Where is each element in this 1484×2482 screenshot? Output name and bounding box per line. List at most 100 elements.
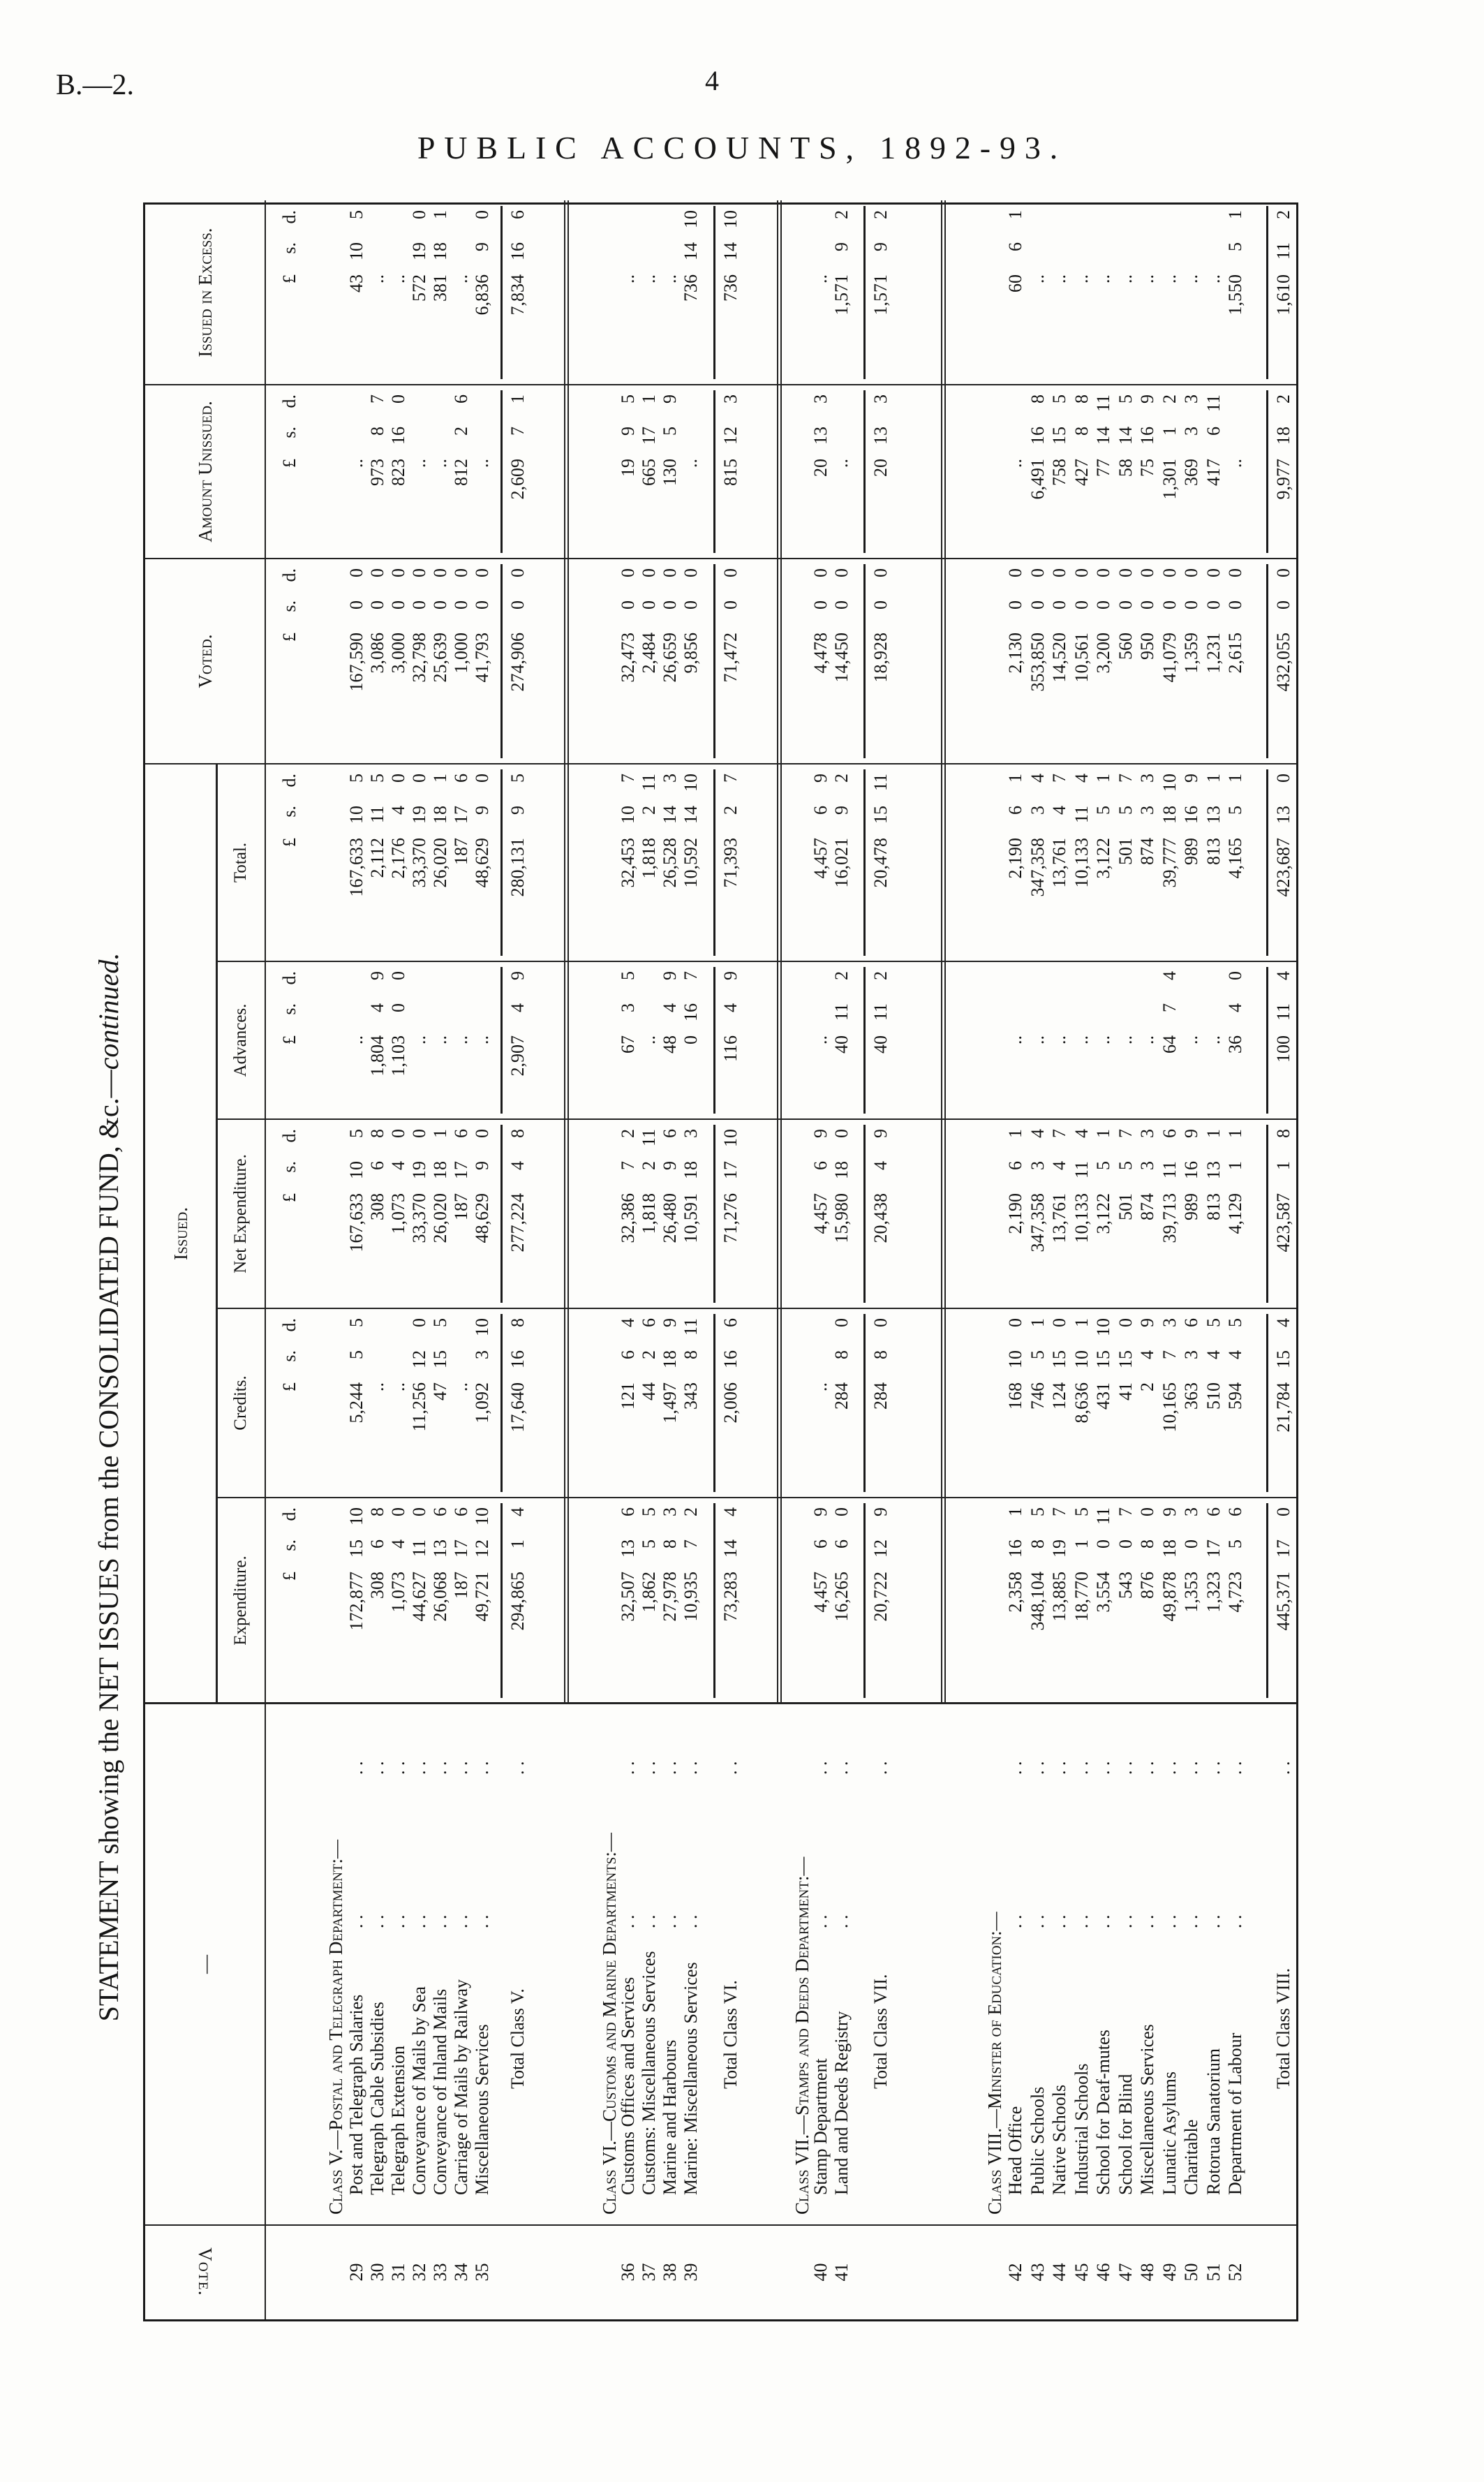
pence-value: 0	[831, 1507, 852, 1516]
shillings-value: 0	[831, 600, 852, 610]
vote-33-advances: ..	[430, 961, 451, 1119]
pence-value: 10	[681, 774, 701, 792]
dot-leader: . .	[1005, 1761, 1025, 1775]
shillings-value	[1115, 242, 1136, 274]
shillings-value: 0	[507, 600, 528, 610]
vote-51-expenditure: 1,323 17 6	[1203, 1498, 1224, 1704]
shillings-value: 4	[507, 1003, 528, 1012]
vote-description: Public Schools	[1027, 2086, 1048, 2195]
vote-34-expenditure: 187 17 6	[451, 1498, 472, 1704]
vote-description: Rotorua Sanatorium	[1203, 2048, 1224, 2195]
pounds-value: 10,591	[681, 1193, 701, 1243]
vote-34-issued-in-excess: ..	[451, 200, 472, 385]
pence-value: 3	[660, 1507, 680, 1516]
pence-value: 5	[346, 210, 366, 219]
pounds-value: ..	[1203, 1035, 1224, 1044]
shillings-value: 0	[1115, 1539, 1136, 1549]
vote-40-expenditure: 4,457 6 9	[810, 1498, 831, 1704]
pence-value: 8	[1027, 394, 1048, 404]
pounds-value: 1,301	[1159, 459, 1180, 500]
pounds-value: 10,592	[681, 838, 701, 888]
pence-value	[639, 961, 660, 1003]
vote-30-expenditure: 308 6 8	[367, 1498, 388, 1704]
pence-value: 5	[1071, 1507, 1092, 1516]
vote-49-issued-in-excess: ..	[1159, 200, 1180, 385]
pounds-value: 347,358	[1027, 838, 1048, 897]
pence-value: 6	[1203, 1507, 1224, 1516]
unit-shillings: s.	[279, 1539, 299, 1551]
pounds-value: 100	[1273, 1035, 1293, 1063]
class-total-net-expenditure: 20,438 4 9	[870, 1119, 891, 1308]
shillings-value: 4	[1225, 1003, 1245, 1012]
pence-value: 8	[1273, 1129, 1293, 1138]
pence-value: 0	[660, 568, 680, 577]
pence-value: 9	[660, 1318, 680, 1327]
class-total-credits: 17,640 16 8	[507, 1308, 528, 1498]
vote-38-advances: 48 4 9	[660, 961, 681, 1119]
shillings-value: 0	[1093, 600, 1113, 610]
total-rule	[500, 564, 503, 758]
pounds-value: 187	[451, 838, 471, 865]
dot-leader: . .	[831, 1761, 852, 1775]
pounds-value: 75	[1137, 459, 1157, 477]
shillings-value: 11	[870, 1003, 891, 1021]
class-total-voted: 18,928 0 0	[870, 559, 891, 764]
shillings-value: 17	[720, 1161, 741, 1179]
vote-50-voted: 1,359 0 0	[1181, 559, 1202, 764]
vote-52-voted: 2,615 0 0	[1225, 559, 1246, 764]
pounds-value: 20,478	[870, 838, 891, 888]
pence-value	[367, 1308, 388, 1350]
pence-value	[831, 385, 852, 427]
pounds-value: 876	[1137, 1572, 1157, 1599]
pence-value: 2	[1159, 394, 1180, 404]
shillings-value: 8	[831, 1350, 852, 1359]
unit-pence: d.	[279, 568, 299, 582]
pence-value: 1	[1203, 1129, 1224, 1138]
shillings-value: 11	[831, 1003, 852, 1021]
shillings-value: 0	[388, 1003, 408, 1012]
shillings-value: 8	[681, 1350, 701, 1359]
pence-value: 0	[1115, 568, 1136, 577]
vote-number: 46	[1093, 2263, 1113, 2282]
pence-value: 1	[1203, 774, 1224, 783]
shillings-value	[451, 1003, 472, 1035]
vote-50-issued-in-excess: ..	[1181, 200, 1202, 385]
pence-value	[1093, 200, 1114, 242]
dot-leader: . .	[1225, 1914, 1245, 1929]
shillings-value: 13	[1203, 806, 1224, 824]
pounds-value: ..	[1049, 274, 1069, 283]
shillings-value: 17	[451, 1539, 471, 1558]
vote-35-issued-in-excess: 6,836 9 0	[472, 200, 493, 385]
shillings-value: 15	[430, 1350, 450, 1368]
shillings-value: 6	[1005, 1161, 1025, 1170]
dot-leader: . .	[409, 1761, 429, 1775]
pounds-value: 353,850	[1027, 633, 1048, 692]
vote-40-net-expenditure: 4,457 6 9	[810, 1119, 831, 1308]
pounds-value: 71,276	[720, 1193, 741, 1243]
class-separator	[564, 200, 569, 1704]
shillings-value	[1203, 1003, 1224, 1035]
pence-value: 0	[1005, 568, 1025, 577]
shillings-value	[639, 242, 660, 274]
shillings-value: 14	[681, 242, 701, 260]
vote-30-credits: ..	[367, 1308, 388, 1498]
dot-leader: . .	[831, 1914, 852, 1929]
pounds-value: 1,818	[639, 1193, 659, 1234]
pence-value: 2	[1273, 394, 1293, 404]
pence-value: 6	[720, 1318, 741, 1327]
vote-number: 29	[346, 2263, 366, 2282]
pence-value: 8	[507, 1129, 528, 1138]
pounds-value: 6,491	[1027, 459, 1048, 500]
pounds-value: 44	[639, 1382, 659, 1401]
vote-32-expenditure: 44,627 11 0	[409, 1498, 430, 1704]
vote-35-credits: 1,092 3 10	[472, 1308, 493, 1498]
shillings-value: 16	[1181, 806, 1201, 824]
pounds-value: 1,804	[367, 1035, 387, 1077]
shillings-value: 3	[1137, 1161, 1157, 1170]
pence-value: 5	[346, 1318, 366, 1327]
shillings-value: 18	[430, 1161, 450, 1179]
pounds-value: 2,112	[367, 838, 387, 878]
vote-31-voted: 3,000 0 0	[388, 559, 409, 764]
unit-shillings: s.	[279, 1350, 299, 1362]
dot-leader: . .	[810, 1761, 831, 1775]
